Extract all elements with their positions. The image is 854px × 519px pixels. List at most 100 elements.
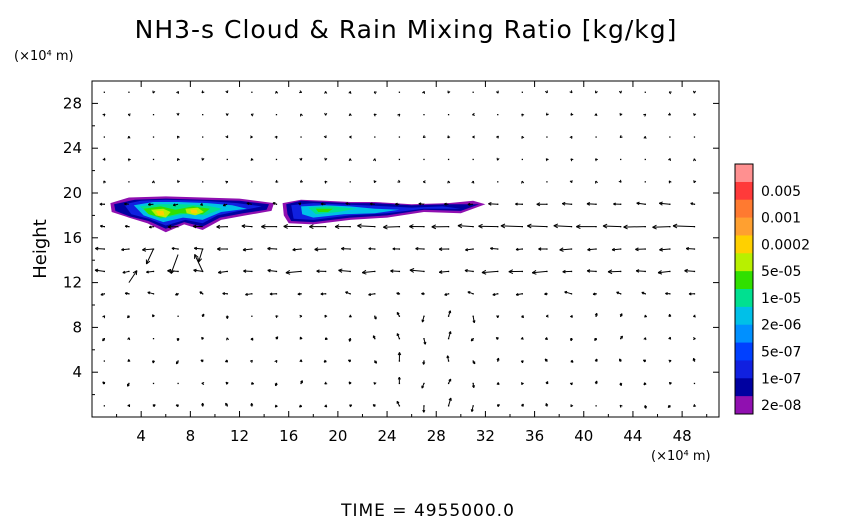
wind-vector [275, 179, 279, 183]
wind-vector [667, 112, 671, 116]
grid-dot [546, 293, 548, 295]
wind-vector [373, 381, 377, 385]
wind-vector [177, 179, 181, 183]
wind-vector [324, 180, 328, 184]
cloud-contour-field [110, 196, 486, 233]
grid-dot [177, 293, 179, 295]
grid-dot [595, 136, 597, 138]
grid-dot [349, 248, 351, 250]
colorbar-label: 0.001 [761, 211, 801, 227]
wind-vector [636, 201, 646, 206]
grid-dot [374, 293, 376, 295]
wind-vector [569, 180, 573, 183]
y-axis-label: Height [30, 219, 51, 279]
wind-vector [152, 90, 156, 94]
wind-vector [415, 246, 424, 251]
colorbar-label: 2e-06 [761, 318, 801, 334]
grid-dot [570, 270, 573, 273]
wind-vector [285, 270, 302, 275]
wind-vector [300, 113, 303, 117]
wind-vector [373, 91, 377, 95]
grid-dot [521, 158, 523, 161]
wind-vector [495, 135, 499, 139]
grid-dot [103, 405, 105, 407]
wind-vector [250, 113, 254, 117]
grid-dot [374, 248, 376, 250]
wind-vector [94, 268, 105, 273]
wind-vector [643, 113, 647, 117]
wind-vector [396, 311, 400, 317]
wind-vector [423, 338, 427, 345]
wind-vector [586, 269, 597, 273]
grid-dot [693, 248, 696, 250]
grid-dot [644, 203, 646, 205]
wind-vector [324, 91, 328, 94]
wind-vector [348, 314, 352, 318]
grid-dot [570, 248, 573, 250]
wind-vector [396, 292, 400, 296]
wind-vector [102, 157, 106, 161]
wind-vector [431, 224, 449, 230]
wind-vector [299, 90, 302, 94]
wind-vector [200, 359, 204, 363]
wind-vector [409, 268, 424, 273]
wind-vector [396, 400, 400, 407]
grid-dot [202, 338, 204, 340]
wind-vector [495, 337, 499, 340]
wind-vector [594, 358, 598, 362]
grid-dot [644, 158, 646, 161]
cloud-band-green [315, 208, 333, 212]
colorbar-label: 0.0002 [761, 237, 810, 253]
wind-vector [299, 314, 303, 318]
wind-vector [490, 246, 498, 251]
wind-vector [197, 248, 204, 263]
x-axis-unit: (×10⁴ m) [651, 449, 711, 464]
wind-vector [369, 202, 375, 206]
colorbar-label: 1e-07 [761, 371, 801, 387]
wind-vector [472, 360, 476, 365]
grid-dot [103, 136, 105, 138]
wind-vector [423, 180, 426, 184]
grid-dot [595, 293, 597, 295]
grid-dot [497, 226, 499, 228]
grid-dot [669, 293, 671, 295]
x-tick-label: 36 [525, 427, 544, 445]
x-tick-label: 16 [279, 427, 298, 445]
colorbar-label: 5e-05 [761, 264, 801, 280]
grid-dot [226, 405, 228, 407]
wind-vector [320, 202, 326, 206]
wind-vector [668, 91, 672, 95]
grid-dot [620, 315, 622, 317]
grid-dot [693, 293, 696, 295]
wind-vector [619, 112, 623, 116]
grid-dot [620, 293, 622, 295]
wind-vector [147, 202, 154, 206]
wind-vector [422, 90, 425, 94]
wind-vector [657, 270, 670, 275]
wind-vector [576, 224, 597, 230]
wind-vector [570, 112, 574, 116]
wind-vector [349, 404, 353, 408]
x-tick-label: 48 [673, 427, 692, 445]
wind-vector [348, 158, 352, 162]
wind-vector [521, 315, 525, 319]
wind-vector [397, 179, 401, 183]
wind-vector [299, 157, 303, 161]
grid-dot [423, 270, 425, 273]
grid-dot [251, 181, 253, 183]
grid-dot [103, 382, 105, 385]
grid-dot [546, 248, 548, 250]
grid-dot [447, 315, 450, 317]
wind-vector [448, 310, 452, 317]
wind-vector [520, 360, 524, 364]
grid-dot [128, 91, 130, 93]
wind-vector [515, 292, 523, 296]
grid-dot [202, 114, 204, 116]
wind-vector [275, 315, 279, 319]
grid-dot [177, 136, 179, 138]
grid-dot [103, 203, 105, 205]
grid-dot [447, 248, 450, 250]
wind-vector [314, 247, 326, 252]
wind-vector [470, 338, 474, 342]
wind-vector [692, 90, 696, 94]
